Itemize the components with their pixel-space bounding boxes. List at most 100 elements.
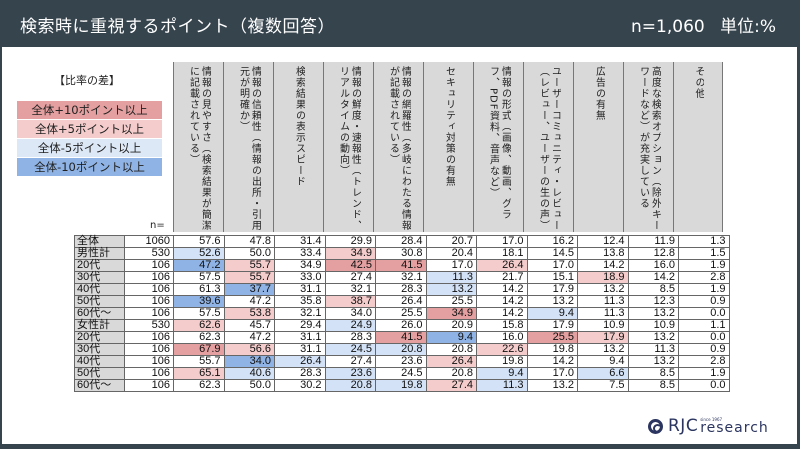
column-header: 広告の有無 xyxy=(573,62,623,232)
table-cell: 17.0 xyxy=(425,259,477,272)
table-row: 男性計 530 52.6 50.0 33.4 34.9 30.8 20.4 18.1 14.5 13… xyxy=(74,247,730,260)
table-cell: 18.1 xyxy=(476,247,527,260)
table-cell: 17.9 xyxy=(526,319,578,332)
table-cell: 47.2 xyxy=(223,331,275,344)
table-row: 40代 106 55.7 34.0 26.4 27.4 23.6 26.4 19.8 14.2 9.… xyxy=(74,355,730,368)
row-label: 20代 xyxy=(74,259,125,272)
table-cell: 8.5 xyxy=(627,379,679,392)
table-cell: 57.5 xyxy=(173,307,224,320)
table-cell: 0.0 xyxy=(678,307,730,320)
table-cell: 11.3 xyxy=(577,307,628,320)
table-cell: 65.1 xyxy=(173,367,224,380)
row-n: 106 xyxy=(124,355,174,368)
table-row: 20代 106 47.2 55.7 34.9 42.5 41.5 17.0 26.4 17.0 14… xyxy=(74,259,730,272)
table-row: 全体 1060 57.6 47.8 31.4 29.9 28.4 20.7 17.0 16.2 12… xyxy=(74,235,730,248)
table-cell: 17.0 xyxy=(476,235,527,248)
table-cell: 41.5 xyxy=(375,259,426,272)
row-n: 106 xyxy=(124,367,174,380)
column-header: 情報の信頼性（情報の出所・引用元が明確か） xyxy=(223,62,273,232)
table-cell: 13.2 xyxy=(627,307,679,320)
row-n: 530 xyxy=(124,247,174,260)
logo-text: since 1967 research xyxy=(700,417,769,435)
table-cell: 14.2 xyxy=(627,271,679,284)
table-cell: 34.0 xyxy=(223,355,275,368)
table-cell: 32.1 xyxy=(274,307,325,320)
row-label: 60代～ xyxy=(74,379,125,392)
table-cell: 24.5 xyxy=(324,343,376,356)
table-cell: 42.5 xyxy=(324,259,376,272)
logo-brand: RJC xyxy=(668,416,699,436)
table-cell: 22.6 xyxy=(476,343,527,356)
table-cell: 55.7 xyxy=(223,259,275,272)
table-cell: 1.9 xyxy=(678,283,730,296)
row-n: 106 xyxy=(124,331,174,344)
column-header: その他 xyxy=(673,62,723,232)
table-cell: 16.0 xyxy=(476,331,527,344)
table-cell: 2.8 xyxy=(678,355,730,368)
table-cell: 17.9 xyxy=(526,283,578,296)
table-cell: 33.4 xyxy=(274,247,325,260)
legend-item-minus10: 全体-10ポイント以上 xyxy=(17,158,162,176)
table-cell: 8.5 xyxy=(627,283,679,296)
table-cell: 20.8 xyxy=(324,379,376,392)
row-label: 男性計 xyxy=(74,247,125,260)
table-cell: 62.3 xyxy=(173,379,224,392)
table-cell: 28.3 xyxy=(375,283,426,296)
table-cell: 53.8 xyxy=(223,307,275,320)
n-label: n= xyxy=(150,220,165,231)
table-cell: 13.2 xyxy=(627,331,679,344)
table-cell: 20.7 xyxy=(425,235,477,248)
table-cell: 10.9 xyxy=(577,319,628,332)
row-label: 全体 xyxy=(74,235,125,248)
table-cell: 47.8 xyxy=(223,235,275,248)
table-cell: 20.8 xyxy=(425,367,477,380)
table-cell: 8.5 xyxy=(627,367,679,380)
table-row: 30代 106 67.9 56.6 31.1 24.5 20.8 20.8 22.6 19.8 13… xyxy=(74,343,730,356)
table-cell: 14.2 xyxy=(577,259,628,272)
table-cell: 29.4 xyxy=(274,319,325,332)
table-cell: 0.0 xyxy=(678,331,730,344)
table-cell: 11.3 xyxy=(627,343,679,356)
table-cell: 17.9 xyxy=(577,331,628,344)
table-cell: 14.2 xyxy=(476,295,527,308)
table-row: 60代～ 106 62.3 50.0 30.2 20.8 19.8 27.4 11.3 13.2 7… xyxy=(74,379,730,392)
table-cell: 13.8 xyxy=(577,247,628,260)
table-cell: 33.0 xyxy=(274,271,325,284)
column-header: ユーザーコミュニティ・レビュー（レビュー、ユーザーの生の声） xyxy=(523,62,573,232)
header-meta: n=1,060 単位:% xyxy=(621,12,776,37)
table-cell: 21.7 xyxy=(476,271,527,284)
table-cell: 14.2 xyxy=(476,307,527,320)
column-header: 情報の鮮度・速報性（トレンド、リアルタイムの動向） xyxy=(323,62,373,232)
row-n: 1060 xyxy=(124,235,174,248)
table-cell: 15.1 xyxy=(526,271,578,284)
row-n: 106 xyxy=(124,307,174,320)
column-header: 情報の網羅性（多岐にわたる情報が記載されている） xyxy=(373,62,423,232)
table-cell: 18.9 xyxy=(577,271,628,284)
table-cell: 14.2 xyxy=(526,355,578,368)
legend-item-plus10: 全体+10ポイント以上 xyxy=(17,101,162,119)
data-table: 全体 1060 57.6 47.8 31.4 29.9 28.4 20.7 17.0 16.2 12… xyxy=(74,235,730,392)
table-cell: 27.4 xyxy=(324,271,376,284)
column-header: 情報の形式（画像、動画、グラフ、PDF資料、音声など） xyxy=(473,62,523,232)
table-cell: 55.7 xyxy=(223,271,275,284)
table-cell: 26.4 xyxy=(375,295,426,308)
row-n: 106 xyxy=(124,271,174,284)
logo-since: since 1967 xyxy=(700,417,723,422)
table-cell: 7.5 xyxy=(577,379,628,392)
table-cell: 20.4 xyxy=(425,247,477,260)
table-cell: 1.3 xyxy=(678,235,730,248)
table-cell: 57.6 xyxy=(173,235,224,248)
table-cell: 12.8 xyxy=(627,247,679,260)
table-cell: 20.9 xyxy=(425,319,477,332)
table-cell: 10.9 xyxy=(627,319,679,332)
table-cell: 11.3 xyxy=(577,295,628,308)
header-bar: 検索時に重視するポイント（複数回答） n=1,060 単位:% xyxy=(0,0,800,47)
table-cell: 26.0 xyxy=(375,319,426,332)
table-cell: 23.6 xyxy=(375,355,426,368)
table-cell: 17.0 xyxy=(526,259,578,272)
table-cell: 55.7 xyxy=(173,355,224,368)
table-cell: 25.5 xyxy=(526,331,578,344)
table-cell: 1.9 xyxy=(678,367,730,380)
table-cell: 56.6 xyxy=(223,343,275,356)
table-cell: 17.0 xyxy=(526,367,578,380)
